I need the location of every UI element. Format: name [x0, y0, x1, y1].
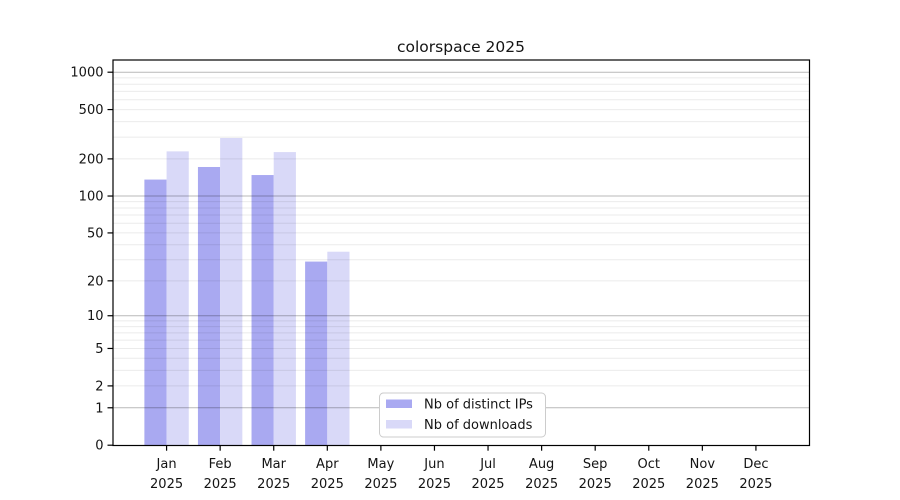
x-tick-label-year-sep: 2025	[579, 477, 612, 492]
y-tick-label-50: 50	[87, 226, 104, 241]
bar-feb-downloads	[220, 137, 243, 446]
legend-label-distinct-ips: Nb of distinct IPs	[424, 398, 533, 413]
x-tick-label-month-feb: Feb	[209, 457, 232, 472]
bar-feb-ips	[197, 166, 221, 446]
x-tick-label-year-aug: 2025	[525, 477, 558, 492]
x-tick-label-month-mar: Mar	[261, 457, 286, 472]
y-tick-label-100: 100	[79, 190, 104, 205]
x-tick-label-year-dec: 2025	[739, 477, 772, 492]
x-tick-label-year-oct: 2025	[632, 477, 665, 492]
x-tick-label-month-sep: Sep	[583, 457, 608, 472]
bar-jan-downloads	[166, 151, 189, 446]
x-tick-label-year-feb: 2025	[204, 477, 237, 492]
x-tick-label-month-nov: Nov	[690, 457, 716, 472]
y-tick-label-10: 10	[87, 309, 104, 324]
legend: Nb of distinct IPs Nb of downloads	[379, 392, 546, 438]
legend-swatch-distinct-ips	[386, 399, 412, 408]
minor-gridlines	[113, 77, 810, 387]
y-tick-label-5: 5	[95, 342, 103, 357]
y-tick-label-2: 2	[95, 379, 103, 394]
y-tick-label-1: 1	[95, 401, 103, 416]
y-tick-label-0: 0	[95, 439, 103, 454]
y-tick-label-20: 20	[87, 274, 104, 289]
bar-apr-downloads	[327, 251, 350, 446]
bars-group	[144, 137, 350, 446]
legend-label-downloads: Nb of downloads	[424, 418, 533, 433]
bar-mar-downloads	[273, 152, 296, 446]
x-tick-label-year-mar: 2025	[257, 477, 290, 492]
x-tick-label-month-dec: Dec	[743, 457, 768, 472]
x-tick-label-year-jan: 2025	[150, 477, 183, 492]
legend-swatch-downloads	[386, 420, 412, 429]
x-tick-label-year-jul: 2025	[471, 477, 504, 492]
x-tick-label-month-may: May	[367, 457, 394, 472]
y-axis: 0 1 2 5 10 20 50 100 200 500 1000	[70, 66, 113, 454]
x-axis: Jan 2025 Feb 2025 Mar 2025 Apr 2025 May 2025 Jun 20…	[150, 445, 772, 492]
bar-apr-ips	[305, 261, 328, 446]
y-tick-label-500: 500	[79, 103, 104, 118]
x-tick-label-month-oct: Oct	[638, 457, 660, 472]
x-tick-label-year-may: 2025	[364, 477, 397, 492]
y-tick-label-1000: 1000	[70, 66, 103, 81]
x-tick-label-year-apr: 2025	[311, 477, 344, 492]
x-tick-label-month-jun: Jun	[423, 457, 444, 472]
legend-box	[379, 392, 546, 438]
bar-mar-ips	[251, 175, 274, 446]
x-tick-label-month-jul: Jul	[479, 457, 496, 472]
x-tick-label-year-jun: 2025	[418, 477, 451, 492]
x-tick-label-month-aug: Aug	[529, 457, 554, 472]
bar-jan-ips	[144, 179, 167, 446]
x-tick-label-year-nov: 2025	[686, 477, 719, 492]
x-tick-label-month-jan: Jan	[156, 457, 177, 472]
y-tick-label-200: 200	[79, 152, 104, 167]
chart-title: colorspace 2025	[397, 38, 525, 56]
plot-border	[112, 59, 811, 447]
x-tick-label-month-apr: Apr	[316, 457, 339, 472]
